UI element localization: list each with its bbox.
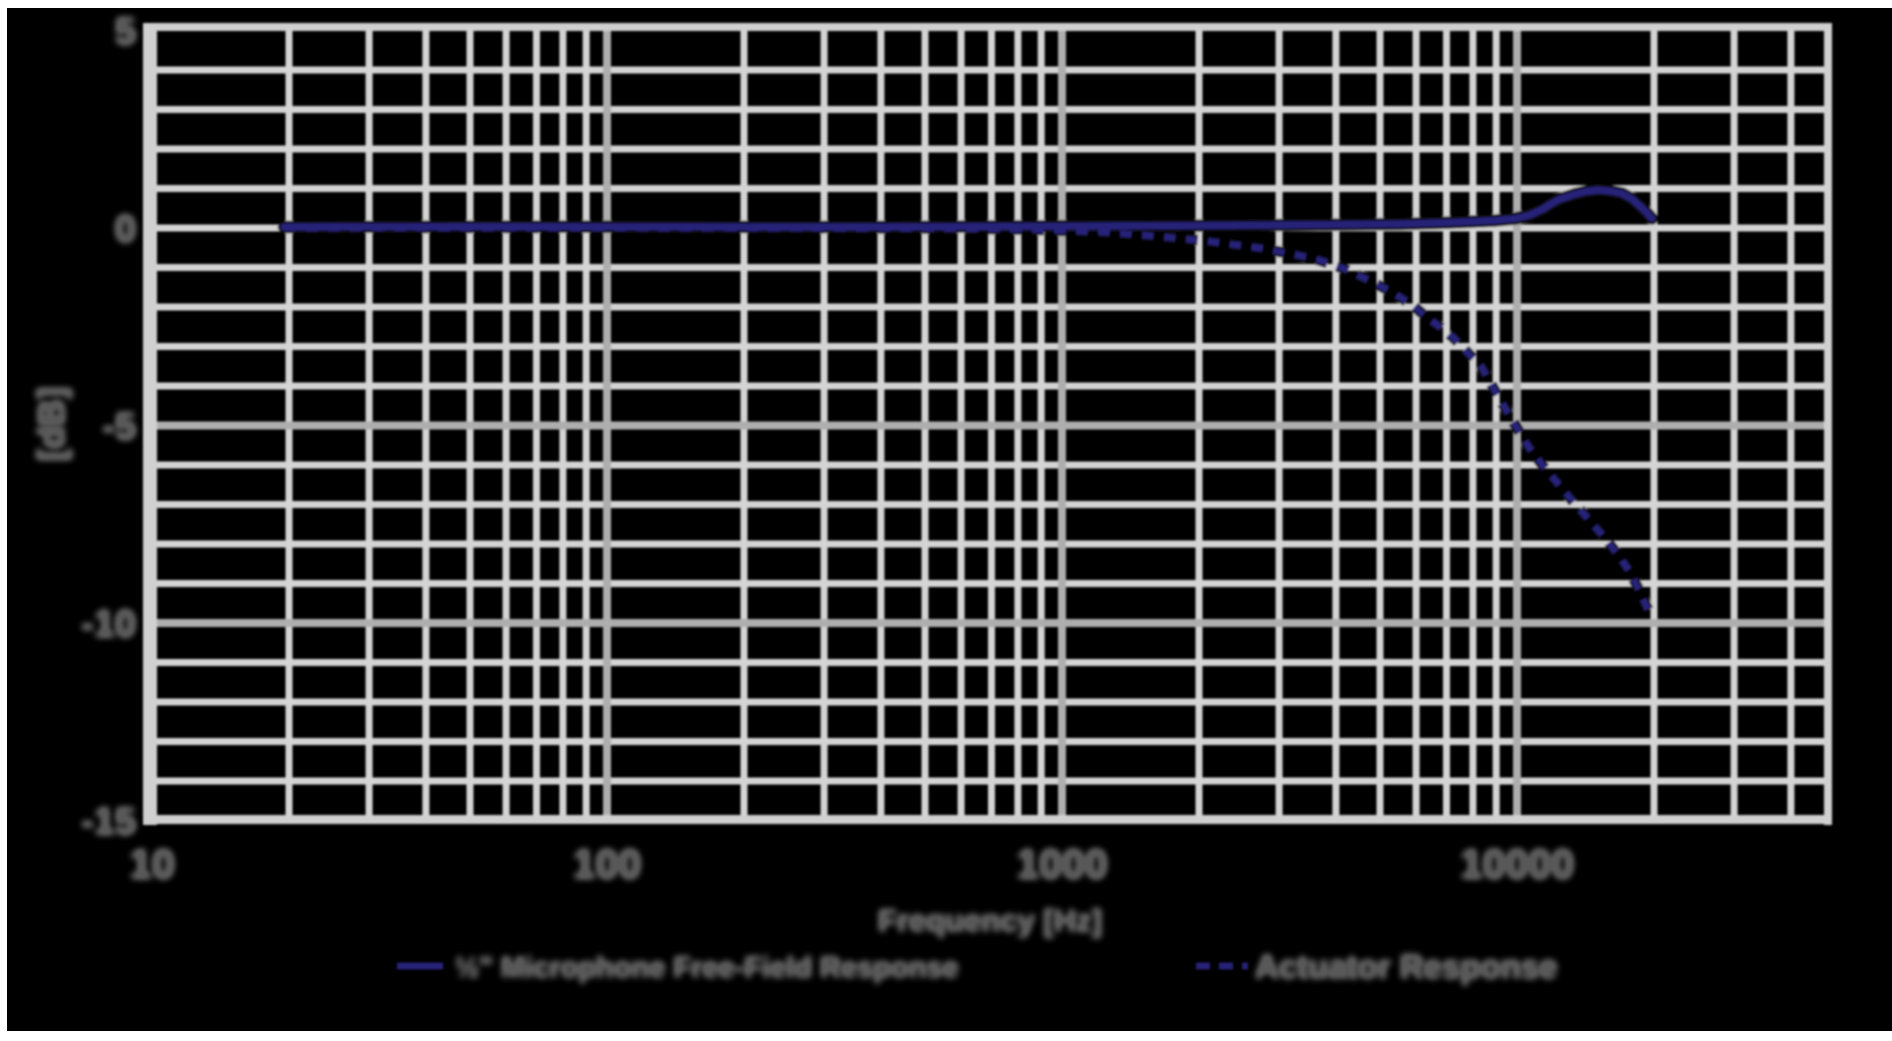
svg-text:100: 100 — [573, 841, 641, 887]
svg-text:5: 5 — [115, 11, 136, 53]
svg-text:-5: -5 — [102, 406, 136, 448]
svg-text:Frequency [Hz]: Frequency [Hz] — [878, 903, 1102, 938]
svg-text:-15: -15 — [81, 801, 136, 843]
svg-text:[dB]: [dB] — [31, 387, 72, 461]
svg-text:10: 10 — [129, 841, 175, 887]
svg-text:10000: 10000 — [1460, 841, 1574, 887]
svg-text:½" Microphone Free-Field Respo: ½" Microphone Free-Field Response — [455, 952, 959, 984]
svg-text:1000: 1000 — [1016, 841, 1107, 887]
svg-text:Actuator Response: Actuator Response — [1255, 948, 1558, 985]
svg-text:0: 0 — [115, 209, 136, 251]
svg-text:-10: -10 — [81, 604, 136, 646]
